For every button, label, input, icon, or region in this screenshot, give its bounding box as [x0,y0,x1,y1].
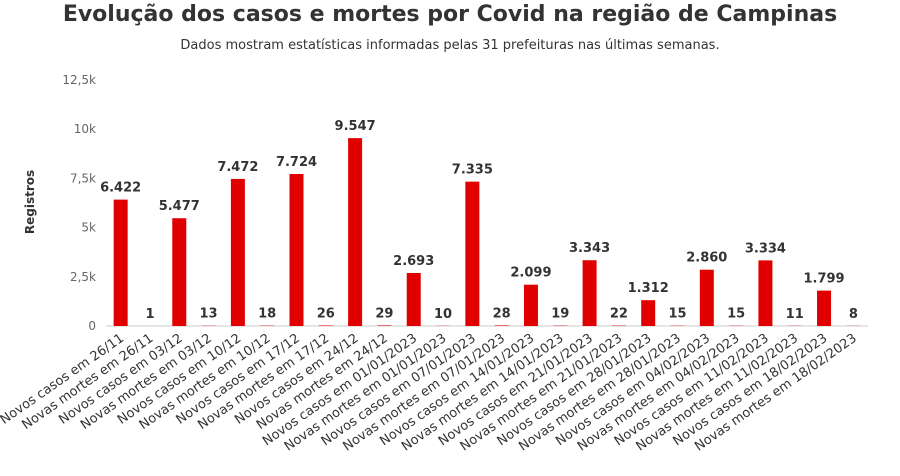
data-label: 1 [145,307,154,322]
bar [758,260,773,326]
bar [289,173,304,326]
data-label: 3.343 [569,241,610,256]
data-label: 15 [668,307,686,322]
y-tick-label: 10k [74,122,96,136]
data-label: 28 [493,306,511,321]
data-label: 7.472 [217,160,258,175]
bar [699,269,714,326]
data-label: 6.422 [100,181,141,196]
data-label: 5.477 [159,199,200,214]
data-label: 7.335 [452,163,493,178]
data-label: 29 [375,306,393,321]
bar [582,260,597,326]
data-label: 11 [786,307,804,322]
y-axis-ticks: 0 2,5k 5k 7,5k 10k 12,5k [62,73,96,333]
bar [465,181,480,326]
chart-title: Evolução dos casos e mortes por Covid na… [62,2,838,27]
data-label: 22 [610,307,628,322]
data-label: 13 [200,307,218,322]
data-label: 3.334 [745,241,786,256]
bar [406,273,421,326]
chart-subtitle: Dados mostram estatísticas informadas pe… [180,38,720,53]
y-axis-label: Registros [23,170,37,234]
bar [641,300,656,326]
data-label: 2.860 [686,251,727,266]
data-label: 18 [258,307,276,322]
bar [172,218,187,326]
data-labels: 6.422 1 5.477 13 7.472 18 7.724 26 9.547 29 2.693 1… [100,119,858,322]
data-label: 2.693 [393,254,434,269]
bar [494,325,509,326]
data-label: 7.724 [276,155,317,170]
bar [523,284,538,326]
data-label: 2.099 [510,266,551,281]
bar [377,325,392,326]
y-tick-label: 7,5k [70,171,96,185]
data-label: 1.799 [803,272,844,287]
data-label: 26 [317,306,335,321]
bar [318,325,333,326]
data-label: 15 [727,307,745,322]
y-tick-label: 12,5k [62,73,96,87]
data-label: 1.312 [628,281,669,296]
data-label: 19 [551,307,569,322]
bar [113,199,128,326]
data-label: 10 [434,307,452,322]
bars [113,138,861,326]
y-tick-label: 5k [81,221,96,235]
bar [348,138,363,326]
bar [817,290,832,326]
y-tick-label: 0 [88,319,96,333]
y-tick-label: 2,5k [70,270,96,284]
data-label: 8 [849,307,858,322]
bar [230,178,245,326]
data-label: 9.547 [335,119,376,134]
